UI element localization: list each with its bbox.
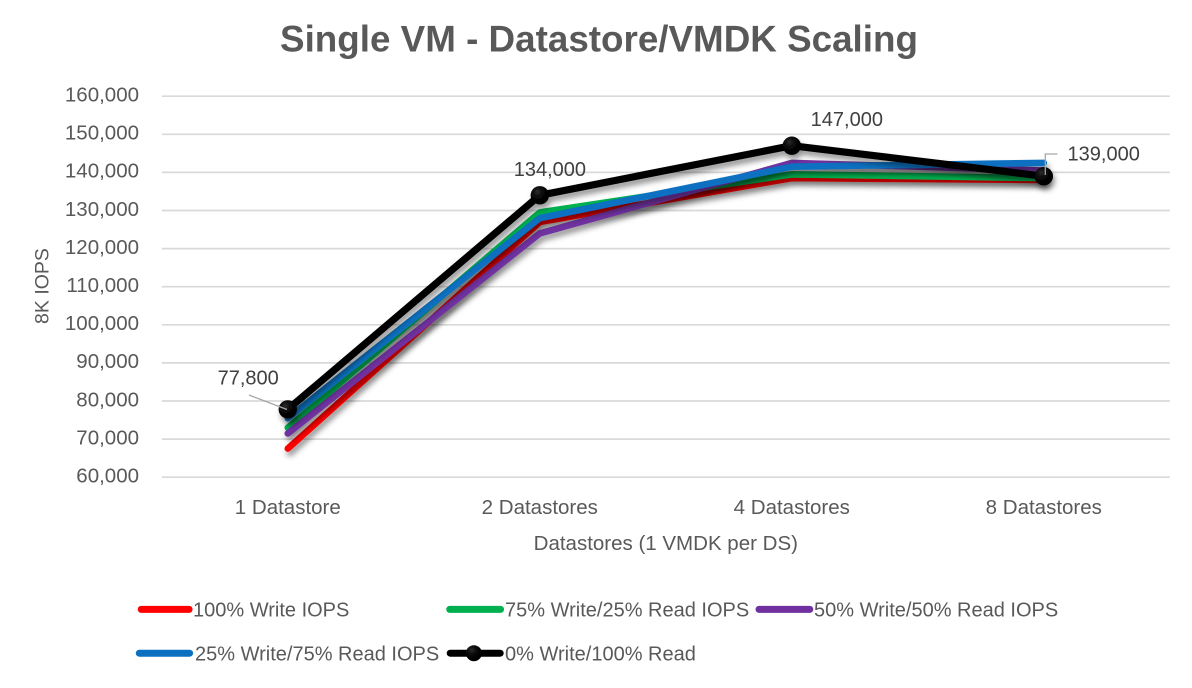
svg-text:Single VM - Datastore/VMDK Sca: Single VM - Datastore/VMDK Scaling	[280, 18, 918, 59]
svg-text:2 Datastores: 2 Datastores	[482, 496, 598, 519]
svg-text:77,800: 77,800	[218, 368, 279, 390]
svg-text:8K IOPS: 8K IOPS	[32, 248, 54, 324]
svg-text:110,000: 110,000	[66, 274, 139, 297]
svg-text:60,000: 60,000	[76, 465, 139, 488]
svg-text:4 Datastores: 4 Datastores	[734, 496, 850, 519]
svg-text:147,000: 147,000	[811, 109, 883, 131]
svg-text:150,000: 150,000	[65, 122, 139, 145]
svg-text:134,000: 134,000	[514, 159, 586, 181]
svg-text:70,000: 70,000	[76, 426, 139, 449]
svg-text:139,000: 139,000	[1068, 143, 1140, 165]
svg-text:130,000: 130,000	[65, 198, 139, 221]
svg-text:1 Datastore: 1 Datastore	[235, 496, 341, 519]
svg-text:80,000: 80,000	[76, 388, 139, 411]
svg-text:160,000: 160,000	[65, 84, 139, 107]
svg-text:25% Write/75% Read IOPS: 25% Write/75% Read IOPS	[195, 644, 439, 666]
svg-text:Datastores (1 VMDK per DS): Datastores (1 VMDK per DS)	[534, 532, 798, 555]
svg-text:100% Write IOPS: 100% Write IOPS	[193, 600, 349, 622]
svg-text:50% Write/50% Read IOPS: 50% Write/50% Read IOPS	[814, 600, 1058, 622]
svg-text:140,000: 140,000	[65, 160, 139, 183]
svg-text:120,000: 120,000	[65, 236, 139, 259]
svg-text:75% Write/25% Read IOPS: 75% Write/25% Read IOPS	[505, 600, 749, 622]
svg-text:90,000: 90,000	[76, 350, 139, 373]
svg-text:0% Write/100% Read: 0% Write/100% Read	[505, 644, 696, 666]
svg-text:100,000: 100,000	[65, 312, 139, 335]
svg-text:8 Datastores: 8 Datastores	[986, 496, 1102, 519]
